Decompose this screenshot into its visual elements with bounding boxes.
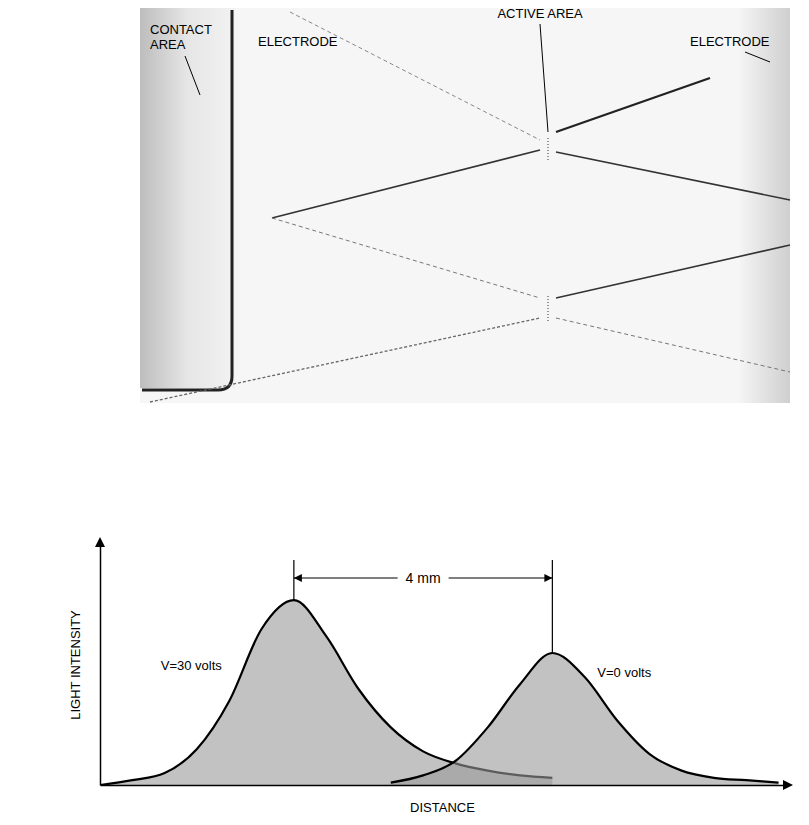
axis-line bbox=[101, 785, 786, 787]
x-axis-title: DISTANCE bbox=[410, 800, 475, 815]
figure: CONTACTAREA ELECTRODE ACTIVE AREA ELECTRODE… bbox=[0, 0, 809, 825]
dimension-line bbox=[293, 560, 294, 600]
plot-marks bbox=[100, 600, 779, 785]
electrode-edge bbox=[272, 218, 540, 298]
electrode-label: ELECTRODE bbox=[258, 34, 338, 49]
y-axis bbox=[100, 546, 101, 786]
dimension-arrow bbox=[449, 577, 553, 578]
intensity-area bbox=[391, 653, 779, 785]
electrode-edge bbox=[556, 318, 790, 372]
micrograph-background bbox=[140, 8, 790, 403]
dimension-line bbox=[552, 560, 553, 653]
active-area-gap bbox=[547, 138, 548, 162]
electrode-edge bbox=[150, 318, 540, 402]
axis-line bbox=[100, 546, 102, 786]
series-label: V=30 volts bbox=[161, 658, 223, 673]
contact-area-label: CONTACTAREA bbox=[150, 22, 212, 52]
leader-line bbox=[745, 52, 770, 62]
dimension-arrow bbox=[294, 577, 398, 578]
electrode-edge bbox=[556, 78, 710, 132]
intensity-curve bbox=[391, 653, 779, 783]
electrode-edge bbox=[556, 245, 790, 298]
axis-arrow bbox=[95, 537, 105, 547]
leader-line bbox=[185, 56, 200, 95]
contact-pad bbox=[140, 8, 235, 388]
axis-arrow bbox=[783, 780, 793, 790]
annotation-text: 4 mm bbox=[406, 570, 441, 586]
contact-edge bbox=[142, 10, 232, 390]
leader-line bbox=[540, 24, 548, 132]
electrode-edge bbox=[290, 12, 540, 140]
electrode-label: ELECTRODE bbox=[690, 34, 770, 49]
active-area-gap bbox=[547, 296, 548, 322]
micrograph bbox=[140, 8, 790, 403]
arrow-head bbox=[294, 574, 302, 582]
x-axis bbox=[101, 785, 786, 786]
right-edge-shade bbox=[740, 8, 790, 403]
y-axis-title: LIGHT INTENSITY bbox=[68, 610, 83, 720]
active-area-label: ACTIVE AREA bbox=[497, 6, 583, 21]
electrode-edge bbox=[556, 152, 790, 200]
arrow-head bbox=[544, 574, 552, 582]
series-label: V=0 volts bbox=[597, 665, 651, 680]
electrode-edge bbox=[272, 150, 540, 218]
